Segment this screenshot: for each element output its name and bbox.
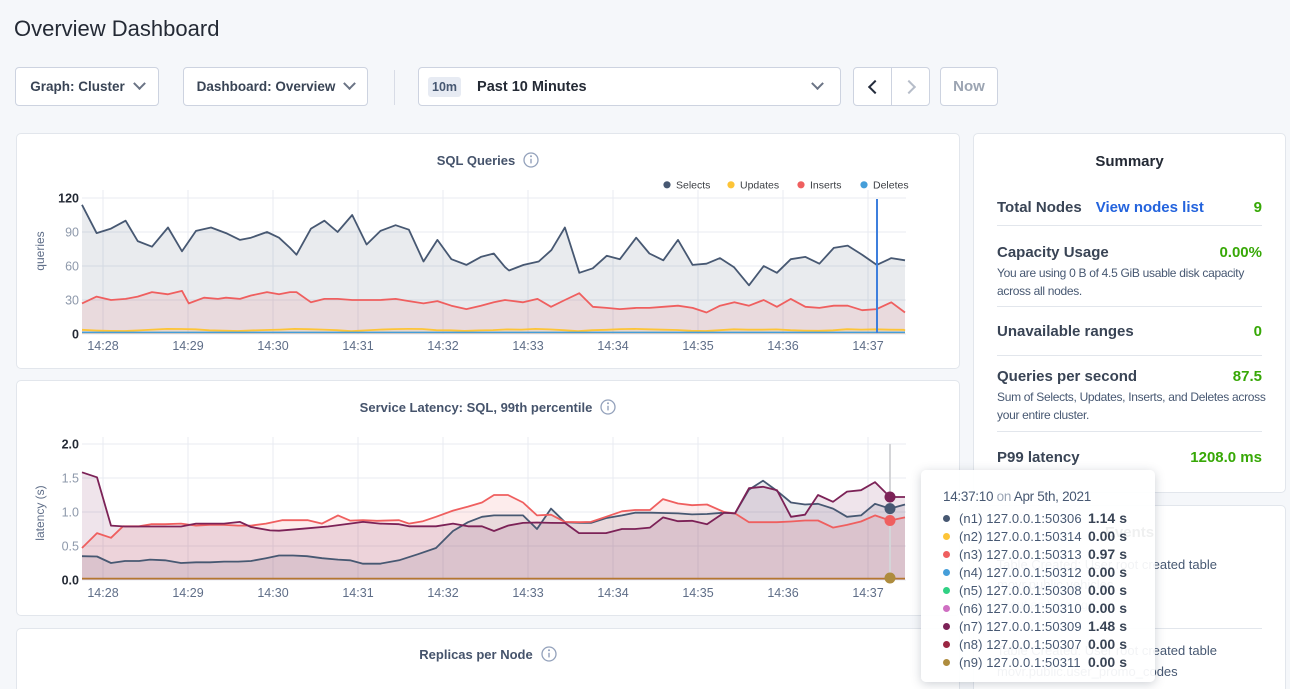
svg-text:14:35: 14:35: [682, 586, 713, 600]
svg-text:14:31: 14:31: [342, 339, 373, 353]
svg-text:14:35: 14:35: [682, 339, 713, 353]
svg-text:0: 0: [72, 328, 79, 342]
svg-text:1.5: 1.5: [62, 472, 79, 486]
svg-text:Deletes: Deletes: [873, 180, 909, 192]
svg-text:14:36: 14:36: [767, 339, 798, 353]
svg-text:14:28: 14:28: [87, 586, 118, 600]
svg-text:14:34: 14:34: [597, 339, 628, 353]
svg-text:latency (s): latency (s): [33, 485, 47, 540]
svg-text:2.0: 2.0: [62, 438, 79, 452]
svg-text:14:30: 14:30: [257, 586, 288, 600]
svg-text:0.5: 0.5: [62, 540, 79, 554]
svg-text:14:36: 14:36: [767, 586, 798, 600]
svg-text:0.0: 0.0: [62, 574, 79, 588]
svg-text:Inserts: Inserts: [810, 180, 842, 192]
svg-text:queries: queries: [33, 231, 47, 270]
svg-text:30: 30: [65, 294, 79, 308]
svg-text:14:33: 14:33: [512, 339, 543, 353]
svg-text:120: 120: [58, 192, 79, 206]
svg-text:14:29: 14:29: [172, 339, 203, 353]
svg-text:14:31: 14:31: [342, 586, 373, 600]
svg-text:90: 90: [65, 226, 79, 240]
svg-text:14:29: 14:29: [172, 586, 203, 600]
svg-text:Updates: Updates: [740, 180, 779, 192]
svg-text:14:30: 14:30: [257, 339, 288, 353]
svg-text:14:33: 14:33: [512, 586, 543, 600]
svg-text:14:32: 14:32: [427, 339, 458, 353]
svg-text:60: 60: [65, 260, 79, 274]
svg-text:14:28: 14:28: [87, 339, 118, 353]
svg-text:14:32: 14:32: [427, 586, 458, 600]
svg-text:14:34: 14:34: [597, 586, 628, 600]
svg-text:1.0: 1.0: [62, 506, 79, 520]
svg-text:14:37: 14:37: [852, 339, 883, 353]
svg-text:Selects: Selects: [676, 180, 710, 192]
svg-text:14:37: 14:37: [852, 586, 883, 600]
